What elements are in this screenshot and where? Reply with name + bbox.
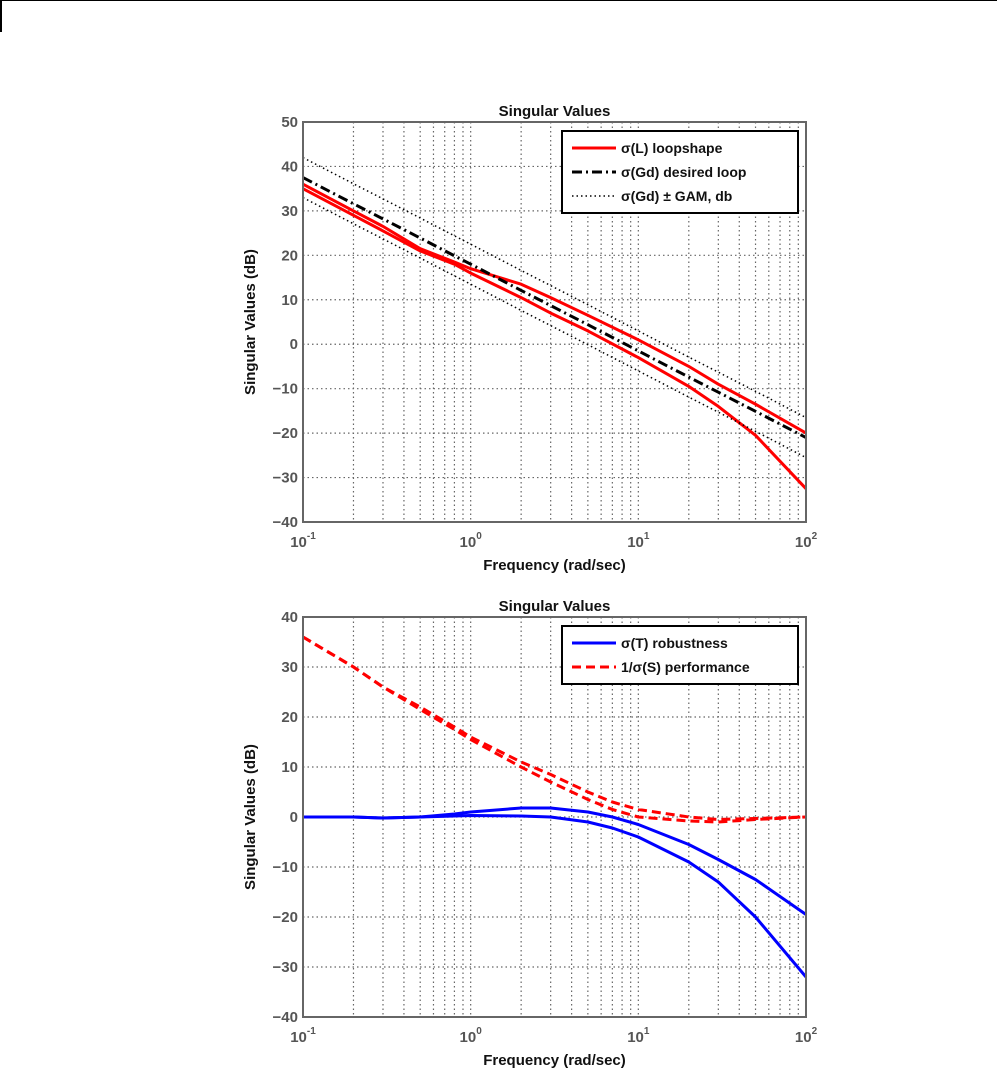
x-tick-label: 102 xyxy=(795,1026,818,1046)
y-tick-label: 0 xyxy=(290,809,298,826)
series-line xyxy=(302,156,807,419)
x-axis-label: Frequency (rad/sec) xyxy=(483,1052,626,1069)
y-tick-label: 10 xyxy=(281,759,298,776)
x-tick-exponent: -1 xyxy=(307,531,316,542)
legend: σ(T) robustness 1/σ(S) performance xyxy=(561,625,799,685)
legend-label: 1/σ(S) performance xyxy=(621,659,750,675)
series-line xyxy=(302,182,807,435)
y-tick-label: 30 xyxy=(281,203,298,220)
axes-box xyxy=(302,121,807,523)
y-tick-label: −30 xyxy=(273,959,298,976)
y-tick-label: 40 xyxy=(281,158,298,175)
series-line xyxy=(303,814,808,978)
page-frame-left xyxy=(0,0,2,32)
y-tick-label: −10 xyxy=(273,859,298,876)
x-tick-label: 102 xyxy=(795,531,818,551)
series-line xyxy=(303,806,807,916)
series-line xyxy=(302,635,807,821)
series-line xyxy=(302,187,808,490)
x-tick-label: 101 xyxy=(627,531,650,551)
legend-label: σ(T) robustness xyxy=(621,635,728,651)
chart-title: Singular Values xyxy=(499,103,611,120)
x-tick-exponent: 1 xyxy=(644,1026,650,1037)
page-frame-top xyxy=(0,0,997,1)
legend-label: σ(Gd) desired loop xyxy=(621,164,746,180)
x-tick-exponent: 1 xyxy=(644,531,650,542)
y-tick-label: −40 xyxy=(273,514,298,531)
y-tick-label: 50 xyxy=(281,114,298,131)
x-tick-exponent: 2 xyxy=(812,1026,818,1037)
y-axis-label: Singular Values (dB) xyxy=(242,744,259,890)
y-tick-label: −30 xyxy=(273,470,298,487)
x-tick-label: 10-1 xyxy=(290,1026,316,1046)
x-tick-exponent: 2 xyxy=(812,531,818,542)
y-tick-label: −10 xyxy=(273,381,298,398)
y-axis-label: Singular Values (dB) xyxy=(242,249,259,395)
x-tick-exponent: 0 xyxy=(476,531,482,542)
x-tick-exponent: -1 xyxy=(307,1026,316,1037)
x-tick-label: 101 xyxy=(627,1026,650,1046)
y-tick-label: 10 xyxy=(281,292,298,309)
axes-box xyxy=(302,616,807,1018)
legend-label: σ(Gd) ± GAM, db xyxy=(621,188,732,204)
x-tick-label: 100 xyxy=(460,531,483,551)
x-tick-label: 100 xyxy=(460,1026,483,1046)
legend-box xyxy=(561,625,799,685)
y-tick-label: −40 xyxy=(273,1009,298,1026)
y-tick-label: 40 xyxy=(281,609,298,626)
y-tick-label: −20 xyxy=(273,909,298,926)
x-tick-exponent: 0 xyxy=(476,1026,482,1037)
series-line xyxy=(302,196,807,459)
chart-title: Singular Values xyxy=(499,598,611,615)
y-tick-label: 20 xyxy=(281,709,298,726)
legend: σ(L) loopshape σ(Gd) desired loop σ(Gd) ± … xyxy=(561,130,799,214)
series-line xyxy=(302,635,807,824)
series-line xyxy=(302,176,807,439)
legend-label: σ(L) loopshape xyxy=(621,140,723,156)
y-tick-label: 20 xyxy=(281,247,298,264)
x-tick-label: 10-1 xyxy=(290,531,316,551)
y-tick-label: 30 xyxy=(281,659,298,676)
x-axis-label: Frequency (rad/sec) xyxy=(483,557,626,574)
y-tick-label: −20 xyxy=(273,425,298,442)
y-tick-label: 0 xyxy=(290,336,298,353)
